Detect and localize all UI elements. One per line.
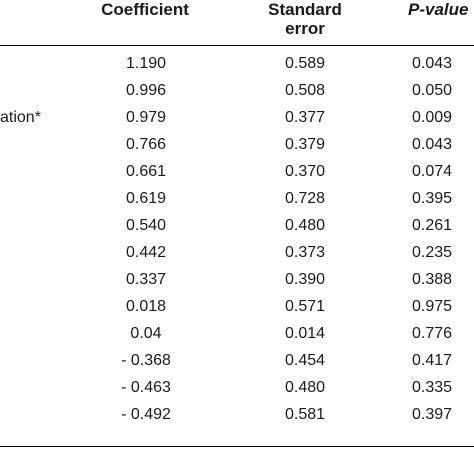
table-row: 0.04 0.014 0.776: [0, 320, 474, 347]
p-value-cell: 0.043: [412, 50, 472, 77]
table-row: 0.766 0.379 0.043: [0, 131, 474, 158]
table-row: 0.619 0.728 0.395: [0, 185, 474, 212]
standard-error-cell: 0.508: [255, 77, 355, 104]
table-row: 0.018 0.571 0.975: [0, 293, 474, 320]
header-p-value: P-value: [405, 0, 474, 19]
table-row: - 0.492 0.581 0.397: [0, 401, 474, 428]
standard-error-cell: 0.370: [255, 158, 355, 185]
row-label: ation*: [0, 104, 41, 131]
coefficient-cell: 0.619: [96, 185, 196, 212]
header-divider: [0, 45, 474, 46]
standard-error-cell: 0.014: [255, 320, 355, 347]
p-value-cell: 0.235: [412, 239, 472, 266]
standard-error-cell: 0.480: [255, 212, 355, 239]
standard-error-cell: 0.728: [255, 185, 355, 212]
standard-error-cell: 0.581: [255, 401, 355, 428]
table-body: 1.190 0.589 0.043 0.996 0.508 0.050 ation* 0.97…: [0, 50, 474, 428]
header-standard-error: Standard error: [250, 0, 360, 38]
table-row: 0.996 0.508 0.050: [0, 77, 474, 104]
p-value-cell: 0.395: [412, 185, 472, 212]
p-value-cell: 0.397: [412, 401, 472, 428]
table-row: - 0.368 0.454 0.417: [0, 347, 474, 374]
p-value-cell: 0.975: [412, 293, 472, 320]
coefficient-cell: 0.540: [96, 212, 196, 239]
standard-error-cell: 0.379: [255, 131, 355, 158]
coefficient-cell: - 0.463: [96, 374, 196, 401]
table-row: 0.540 0.480 0.261: [0, 212, 474, 239]
standard-error-cell: 0.454: [255, 347, 355, 374]
p-value-cell: 0.335: [412, 374, 472, 401]
header-coefficient: Coefficient: [90, 0, 200, 19]
coefficient-cell: 1.190: [96, 50, 196, 77]
p-value-cell: 0.417: [412, 347, 472, 374]
standard-error-cell: 0.571: [255, 293, 355, 320]
bottom-divider: [0, 446, 474, 447]
standard-error-cell: 0.390: [255, 266, 355, 293]
p-value-cell: 0.388: [412, 266, 472, 293]
header-standard-error-line1: Standard: [250, 0, 360, 19]
header-standard-error-line2: error: [250, 19, 360, 38]
table-row: 0.337 0.390 0.388: [0, 266, 474, 293]
standard-error-cell: 0.373: [255, 239, 355, 266]
table-row: - 0.463 0.480 0.335: [0, 374, 474, 401]
p-value-cell: 0.009: [412, 104, 472, 131]
coefficient-cell: 0.766: [96, 131, 196, 158]
standard-error-cell: 0.480: [255, 374, 355, 401]
coefficient-cell: 0.996: [96, 77, 196, 104]
standard-error-cell: 0.589: [255, 50, 355, 77]
coefficient-cell: 0.979: [96, 104, 196, 131]
coefficient-cell: 0.442: [96, 239, 196, 266]
coefficient-cell: - 0.492: [96, 401, 196, 428]
coefficient-cell: - 0.368: [96, 347, 196, 374]
coefficient-cell: 0.337: [96, 266, 196, 293]
p-value-cell: 0.043: [412, 131, 472, 158]
table-row: 0.661 0.370 0.074: [0, 158, 474, 185]
coefficient-cell: 0.04: [96, 320, 196, 347]
p-value-cell: 0.074: [412, 158, 472, 185]
coefficient-cell: 0.661: [96, 158, 196, 185]
coefficient-cell: 0.018: [96, 293, 196, 320]
standard-error-cell: 0.377: [255, 104, 355, 131]
table-row: 1.190 0.589 0.043: [0, 50, 474, 77]
table-row: ation* 0.979 0.377 0.009: [0, 104, 474, 131]
p-value-cell: 0.261: [412, 212, 472, 239]
table-row: 0.442 0.373 0.235: [0, 239, 474, 266]
p-value-cell: 0.050: [412, 77, 472, 104]
p-value-cell: 0.776: [412, 320, 472, 347]
